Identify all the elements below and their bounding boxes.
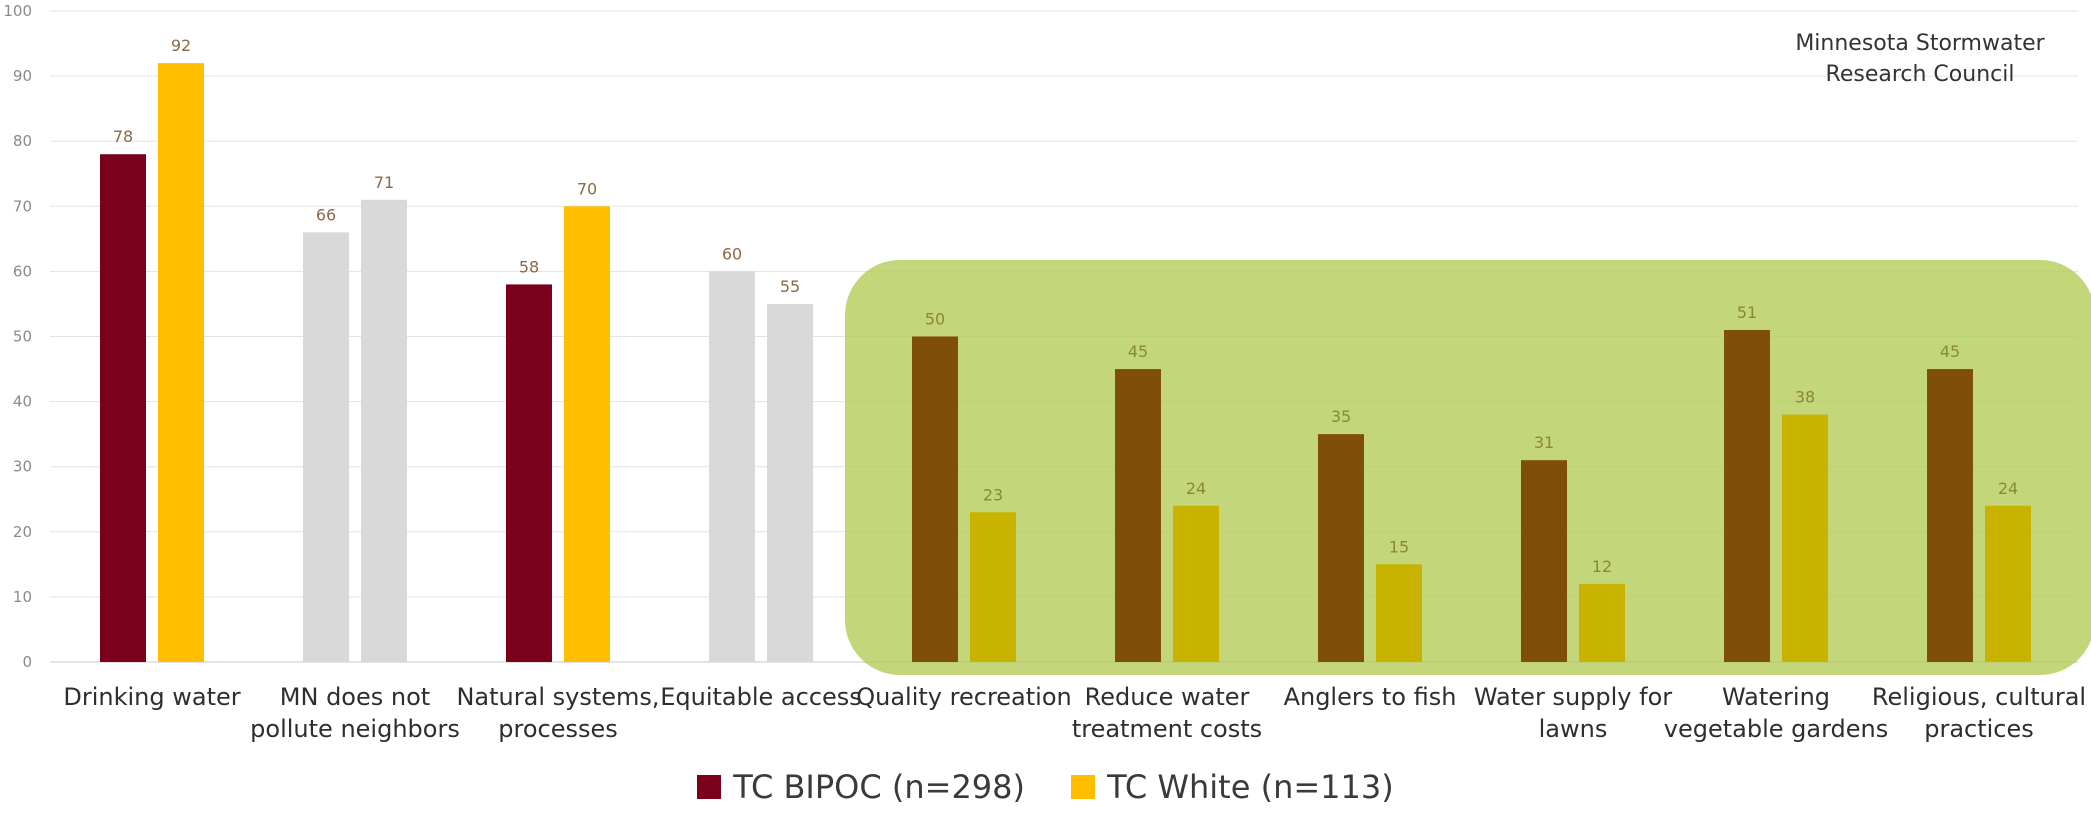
y-tick-label: 60 [13,262,32,280]
data-label: 55 [780,277,800,296]
data-label: 58 [519,257,539,276]
bar-white [1173,505,1219,662]
data-label: 78 [113,127,133,146]
bar-bipoc [100,154,146,662]
bar-bipoc [506,284,552,662]
bar-bipoc [709,271,755,662]
bar-white [361,199,407,663]
y-tick-label: 30 [13,458,32,476]
category-label: practices [1924,715,2034,743]
y-tick-label: 80 [13,132,32,150]
data-label: 45 [1128,342,1148,361]
bar-white [1985,505,2031,662]
y-tick-label: 100 [3,2,32,20]
category-label: treatment costs [1072,715,1262,743]
data-label: 23 [983,485,1003,504]
data-label: 70 [577,179,597,198]
category-label: Reduce water [1085,683,1250,711]
category-label: Quality recreation [856,683,1071,711]
data-label: 60 [722,244,742,263]
category-label: Watering [1722,683,1830,711]
y-tick-label: 0 [22,653,32,671]
legend-item-bipoc: TC BIPOC (n=298) [697,768,1025,806]
bar-white [1376,564,1422,662]
data-label: 24 [1998,479,2018,498]
category-label: pollute neighbors [250,715,460,743]
bar-white [158,63,204,662]
bar-white [564,206,610,663]
category-label: Drinking water [63,683,240,711]
data-label: 31 [1534,433,1554,452]
bar-white [1782,414,1828,662]
data-label: 35 [1331,407,1351,426]
category-label: Equitable access [660,683,862,711]
y-tick-label: 20 [13,523,32,541]
chart-legend: TC BIPOC (n=298) TC White (n=113) [0,768,2091,807]
bar-bipoc [1724,329,1770,662]
y-tick-label: 70 [13,197,32,215]
bar-bipoc [1927,369,1973,662]
y-tick-label: 50 [13,328,32,346]
bar-bipoc [303,232,349,662]
bar-white [767,303,813,662]
bar-white [970,512,1016,662]
data-label: 45 [1940,342,1960,361]
data-label: 24 [1186,479,1206,498]
legend-swatch-white [1071,775,1096,799]
y-tick-label: 90 [13,67,32,85]
y-tick-label: 40 [13,393,32,411]
category-label: Anglers to fish [1284,683,1457,711]
data-label: 66 [316,205,336,224]
legend-swatch-bipoc [697,775,722,799]
y-tick-label: 10 [13,588,32,606]
bar-bipoc [1318,434,1364,662]
data-label: 51 [1737,303,1757,322]
data-label: 15 [1389,537,1409,556]
data-label: 12 [1592,557,1612,576]
data-label: 38 [1795,388,1815,407]
category-label: processes [498,715,618,743]
bar-bipoc [1115,369,1161,662]
chart-annotation: Minnesota Stormwater Research Council [1795,31,2045,87]
bar-white [1579,583,1625,662]
data-label: 92 [171,36,191,55]
data-label: 50 [925,310,945,329]
category-label: Natural systems, [456,683,659,711]
category-label: MN does not [280,683,430,711]
legend-label-white: TC White (n=113) [1107,768,1394,806]
category-label: vegetable gardens [1664,715,1888,743]
category-label: lawns [1539,715,1608,743]
data-label: 71 [374,173,394,192]
category-label: Water supply for [1474,683,1672,711]
bar-bipoc [912,336,958,662]
legend-label-bipoc: TC BIPOC (n=298) [733,768,1025,806]
bar-bipoc [1521,460,1567,662]
legend-item-white: TC White (n=113) [1071,768,1394,806]
category-label: Religious, cultural [1872,683,2086,711]
highlight-region [845,260,2091,675]
